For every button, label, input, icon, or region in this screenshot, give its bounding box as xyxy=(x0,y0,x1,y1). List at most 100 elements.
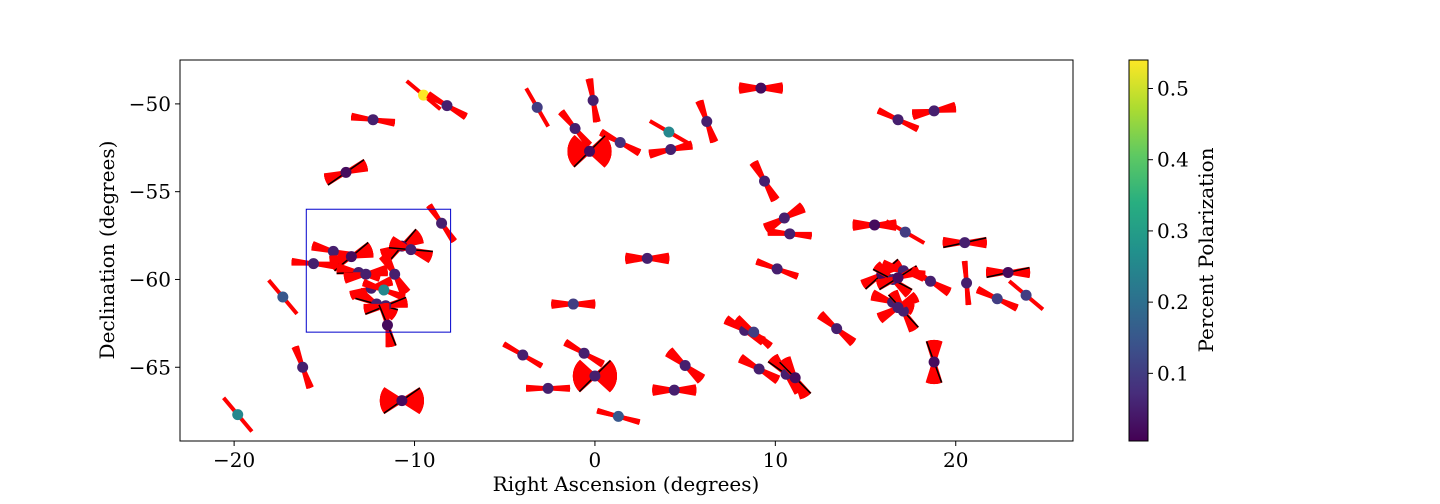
colorbar-tick-label: 0.1 xyxy=(1157,361,1189,385)
data-point xyxy=(367,114,379,126)
data-point xyxy=(405,244,417,256)
data-point xyxy=(755,82,767,94)
polarization-marker xyxy=(558,109,593,148)
polarization-marker xyxy=(350,112,396,127)
colorbar-tick-label: 0.4 xyxy=(1157,148,1189,172)
polarization-marker xyxy=(267,278,299,316)
polarization-marker xyxy=(524,87,550,128)
polarization-marker xyxy=(738,354,781,384)
polarization-marker xyxy=(426,203,457,244)
polarization-marker xyxy=(648,119,689,145)
polarization-marker xyxy=(749,160,780,203)
y-axis: −65 −60 −55 −50 xyxy=(129,92,180,379)
data-point xyxy=(928,105,940,117)
data-point xyxy=(418,89,430,101)
data-point xyxy=(892,272,904,284)
polarization-marker xyxy=(599,128,642,157)
data-point xyxy=(701,115,713,127)
polarization-marker xyxy=(652,384,697,396)
polarization-marker xyxy=(925,339,943,385)
data-point xyxy=(542,382,554,394)
data-point xyxy=(748,326,760,338)
data-point xyxy=(679,360,691,372)
polarization-marker xyxy=(734,315,773,350)
polarization-marker xyxy=(665,347,706,384)
data-point xyxy=(778,212,790,224)
data-point xyxy=(345,251,357,263)
polarization-marker xyxy=(975,286,1019,312)
y-tick-label: −55 xyxy=(129,180,171,204)
data-point xyxy=(567,298,579,310)
data-point xyxy=(892,114,904,126)
data-point xyxy=(517,349,529,361)
data-point xyxy=(668,384,680,396)
polarization-marker xyxy=(738,82,783,94)
x-axis-label: Right Ascension (degrees) xyxy=(493,472,760,496)
x-tick-label: −10 xyxy=(393,448,435,472)
highlight-box xyxy=(305,208,452,333)
x-tick-label: −20 xyxy=(213,448,255,472)
data-point xyxy=(578,347,590,359)
data-point xyxy=(381,319,393,331)
data-point xyxy=(327,245,339,257)
colorbar-tick-label: 0.2 xyxy=(1157,290,1189,314)
data-point xyxy=(869,219,881,231)
polarization-marker xyxy=(648,140,693,159)
polarization-marker xyxy=(572,359,618,393)
polarization-marker xyxy=(378,303,397,348)
polarization-marker xyxy=(388,236,433,264)
polarization-marker xyxy=(379,387,424,415)
polarization-marker xyxy=(343,264,388,284)
plot-marks xyxy=(222,78,1045,433)
data-point xyxy=(277,291,289,303)
data-point xyxy=(771,263,783,275)
polarization-marker xyxy=(762,202,806,234)
polarization-marker xyxy=(887,289,920,333)
polarization-marker xyxy=(942,236,987,249)
colorbar xyxy=(1128,59,1149,442)
data-point xyxy=(1002,266,1014,278)
data-point xyxy=(340,166,352,178)
data-point xyxy=(614,137,626,149)
polarization-marker xyxy=(551,298,596,310)
data-point xyxy=(789,372,801,384)
polarization-marker xyxy=(405,79,442,111)
data-point xyxy=(587,94,599,106)
polarization-marker xyxy=(912,101,957,120)
polarization-marker xyxy=(379,252,411,296)
polarization-marker xyxy=(323,158,369,186)
polarization-marker xyxy=(596,407,641,425)
x-tick-label: 20 xyxy=(943,448,968,472)
x-tick-label: 0 xyxy=(589,448,602,472)
polarization-marker xyxy=(362,278,406,302)
polarization-marker xyxy=(291,345,314,390)
data-point xyxy=(584,145,596,157)
data-point xyxy=(961,277,973,289)
data-point xyxy=(924,275,936,287)
polarization-marker xyxy=(767,228,812,240)
polarization-marker xyxy=(755,258,799,280)
data-point xyxy=(928,356,940,368)
data-point xyxy=(899,226,911,238)
data-point xyxy=(612,410,624,422)
data-point xyxy=(436,217,448,229)
colorbar-tick-label: 0.3 xyxy=(1157,219,1189,243)
polarization-marker xyxy=(961,260,973,306)
polarization-marker xyxy=(625,252,670,265)
data-point xyxy=(991,293,1003,305)
data-point xyxy=(389,268,401,280)
data-point xyxy=(232,409,244,421)
colorbar-tick-label: 0.5 xyxy=(1157,76,1189,100)
polarization-marker xyxy=(585,78,601,123)
polarization-marker xyxy=(885,219,926,245)
data-point xyxy=(378,284,390,296)
data-point xyxy=(589,370,601,382)
data-point xyxy=(641,252,653,264)
polarization-marker xyxy=(985,266,1031,279)
polarization-marker xyxy=(778,356,812,400)
polarization-marker xyxy=(909,266,952,297)
polarization-marker xyxy=(876,107,920,133)
polarization-marker xyxy=(567,134,612,168)
data-point xyxy=(569,122,581,134)
data-point xyxy=(831,323,843,335)
